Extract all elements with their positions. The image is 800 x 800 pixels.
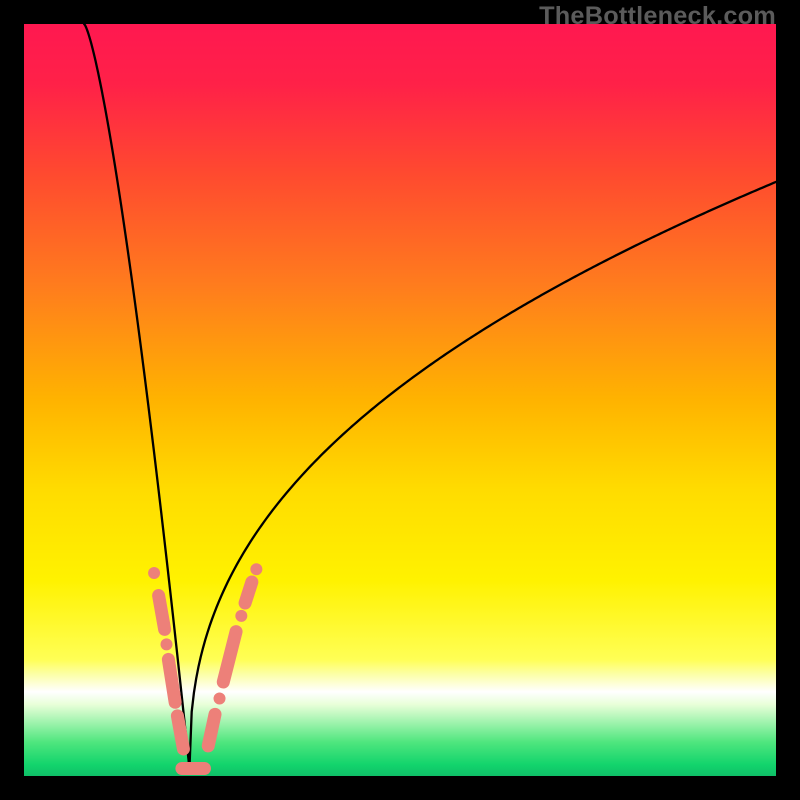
marker-capsule — [208, 714, 215, 746]
marker-dot — [148, 567, 160, 579]
marker-dot — [235, 610, 247, 622]
watermark-label: TheBottleneck.com — [539, 2, 776, 31]
marker-capsule — [168, 659, 175, 702]
chart-frame — [24, 24, 776, 776]
marker-capsule — [177, 716, 183, 749]
marker-dot — [250, 563, 262, 575]
marker-capsule — [159, 596, 165, 630]
marker-dot — [214, 693, 226, 705]
marker-dot — [161, 638, 173, 650]
gradient-background — [24, 24, 776, 776]
marker-capsule — [245, 582, 252, 603]
chart-svg — [24, 24, 776, 776]
plot-area — [24, 24, 776, 776]
